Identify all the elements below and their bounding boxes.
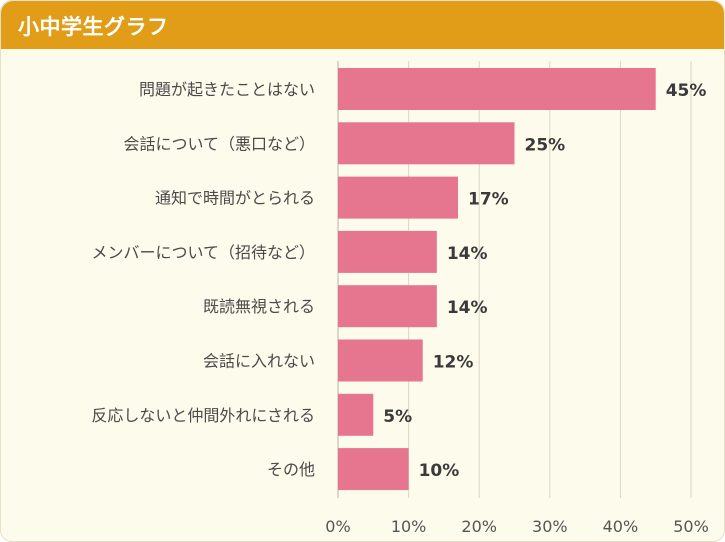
chart-header: 小中学生グラフ <box>1 1 724 49</box>
x-tick-label: 50% <box>673 517 709 536</box>
category-label: メンバーについて（招待など） <box>91 243 315 262</box>
chart-title: 小中学生グラフ <box>18 15 169 39</box>
bar <box>338 393 374 436</box>
data-label: 12% <box>433 353 474 373</box>
bar <box>338 176 459 219</box>
category-label: その他 <box>267 460 315 479</box>
x-tick-label: 10% <box>391 517 427 536</box>
category-label: 通知で時間がとられる <box>155 189 315 208</box>
x-tick-label: 40% <box>603 517 639 536</box>
data-label: 14% <box>447 244 488 264</box>
data-label: 10% <box>419 461 460 481</box>
bar <box>338 448 409 491</box>
category-label: 会話に入れない <box>203 352 315 371</box>
bar <box>338 68 656 110</box>
x-tick-label: 0% <box>325 517 350 536</box>
bar <box>338 230 437 273</box>
category-label: 会話について（悪口など） <box>123 134 315 153</box>
data-label: 25% <box>525 135 566 155</box>
category-label: 問題が起きたことはない <box>139 80 315 99</box>
data-label: 5% <box>383 407 412 427</box>
data-label: 17% <box>468 190 509 210</box>
data-label: 45% <box>666 81 707 101</box>
x-tick-label: 20% <box>461 517 497 536</box>
bar <box>338 122 515 165</box>
x-tick-label: 30% <box>532 517 568 536</box>
data-label: 14% <box>447 298 488 318</box>
bar <box>338 339 423 382</box>
category-label: 反応しないと仲間外れにされる <box>91 406 315 425</box>
category-label: 既読無視される <box>203 297 315 316</box>
bar <box>338 285 437 328</box>
